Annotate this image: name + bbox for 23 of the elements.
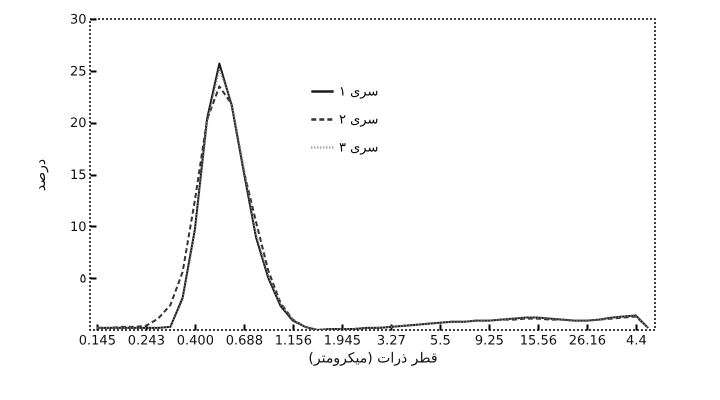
y-tick-label: 25 [70, 64, 86, 80]
x-tick-label: 0.145 [78, 334, 116, 348]
y-axis-title: درصد [32, 158, 49, 192]
x-tick-label: 9.25 [474, 334, 504, 348]
x-tick-label: 4.4 [626, 334, 647, 348]
legend-label: سری ۱ [339, 84, 378, 100]
y-tick-label: 30 [70, 12, 86, 28]
legend-label: سری ۲ [339, 112, 378, 128]
x-tick-label: 15.56 [520, 334, 557, 348]
y-tick-label: 20 [70, 116, 86, 132]
y-tick-label: ٥ [80, 272, 87, 287]
x-tick-label: 5.5 [430, 334, 451, 348]
legend-label: سری ۳ [339, 140, 378, 156]
x-tick-label: 0.400 [176, 334, 214, 348]
x-tick-label: 1.945 [324, 334, 361, 348]
x-tick-label: 0.243 [128, 334, 165, 348]
x-axis-title: قطر ذرات (میکرومتر) [308, 350, 438, 366]
x-tick-label: 3.27 [376, 334, 406, 348]
x-tick-label: 0.688 [226, 334, 263, 348]
y-tick-label: 15 [70, 168, 86, 183]
y-tick-label: 10 [70, 220, 86, 235]
x-tick-label: 1.156 [274, 334, 312, 348]
x-tick-label: 26.16 [568, 334, 606, 348]
